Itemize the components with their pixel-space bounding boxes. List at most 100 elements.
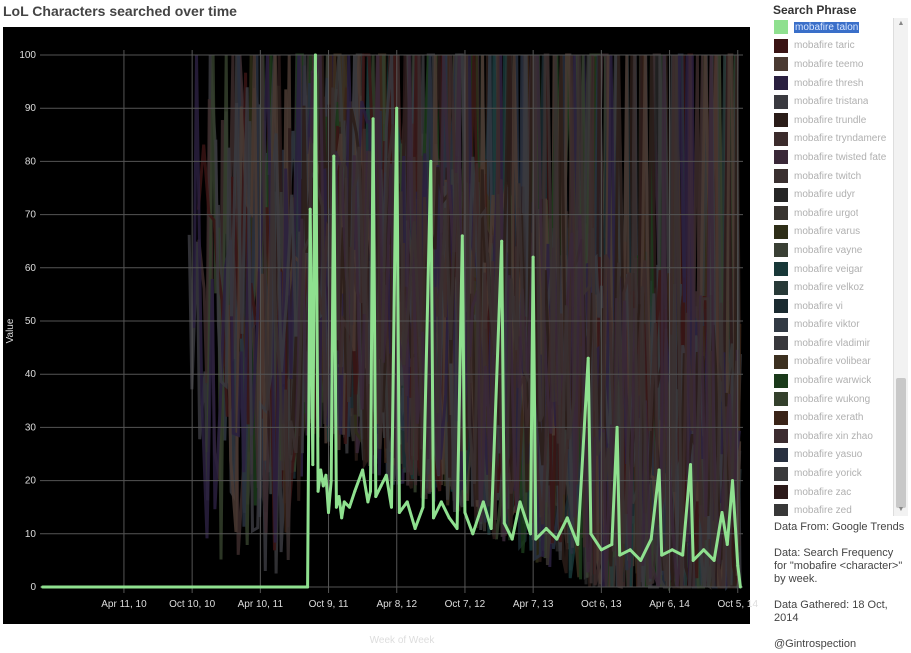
x-tick-label: Oct 6, 13 — [581, 599, 622, 610]
data-note: Data: Search Frequency for "mobafire <ch… — [774, 547, 903, 585]
data-point — [691, 558, 695, 562]
legend-item[interactable]: mobafire yorick — [772, 464, 892, 483]
data-point — [266, 585, 270, 589]
x-tick-label: Apr 11, 10 — [101, 599, 147, 610]
data-point — [143, 585, 147, 589]
data-point — [311, 463, 315, 467]
scroll-thumb[interactable] — [896, 378, 906, 508]
legend-item[interactable]: mobafire udyr — [772, 185, 892, 204]
legend-item-label: mobafire vladimir — [794, 337, 871, 349]
data-point — [353, 489, 357, 493]
data-point — [720, 511, 724, 515]
data-point — [586, 356, 590, 360]
series-line-talon — [42, 53, 742, 589]
legend-item-label: mobafire tryndamere — [794, 133, 887, 145]
data-point — [348, 505, 352, 509]
legend-item[interactable]: mobafire velkoz — [772, 278, 892, 297]
data-point — [374, 495, 378, 499]
x-tick-label: Apr 10, 11 — [238, 599, 284, 610]
data-point — [319, 468, 323, 472]
legend-list[interactable]: mobafire talon mobafire taric mobafire tee… — [772, 18, 892, 516]
legend-item[interactable]: mobafire xerath — [772, 408, 892, 427]
legend-swatch — [774, 169, 788, 184]
data-point — [502, 521, 506, 525]
legend-swatch — [774, 485, 788, 500]
data-point — [702, 548, 706, 552]
data-point — [327, 511, 331, 515]
legend-swatch — [774, 76, 788, 91]
data-point — [660, 553, 664, 557]
data-point — [534, 537, 538, 541]
data-point — [529, 532, 533, 536]
legend-item[interactable]: mobafire trundle — [772, 111, 892, 130]
y-tick-label: 90 — [25, 103, 37, 114]
legend-item[interactable]: mobafire tryndamere — [772, 130, 892, 149]
data-point — [361, 468, 365, 472]
legend-item[interactable]: mobafire zac — [772, 483, 892, 502]
data-point — [544, 526, 548, 530]
y-tick-label: 60 — [25, 263, 37, 274]
y-tick-label: 70 — [25, 210, 37, 221]
legend-item[interactable]: mobafire thresh — [772, 74, 892, 93]
legend-item[interactable]: mobafire tristana — [772, 92, 892, 111]
legend-item[interactable]: mobafire wukong — [772, 390, 892, 409]
legend-item-label: mobafire xerath — [794, 412, 864, 424]
legend-scrollbar[interactable]: ▲ ▼ — [893, 18, 908, 516]
data-point — [395, 106, 399, 110]
x-tick-label: Oct 10, 10 — [169, 599, 216, 610]
data-point — [405, 500, 409, 504]
legend-item[interactable]: mobafire viktor — [772, 316, 892, 335]
scroll-down-arrow-icon[interactable]: ▼ — [897, 506, 905, 513]
legend-item[interactable]: mobafire yasuo — [772, 446, 892, 465]
data-point — [390, 505, 393, 509]
legend-item[interactable]: mobafire volibear — [772, 353, 892, 372]
legend-item-label: mobafire teemo — [794, 58, 864, 70]
data-point — [681, 553, 685, 557]
data-point — [518, 500, 522, 504]
scroll-up-arrow-icon[interactable]: ▲ — [897, 20, 905, 27]
legend-swatch — [774, 206, 788, 221]
legend-item[interactable]: mobafire zed — [772, 501, 892, 516]
legend-item[interactable]: mobafire varus — [772, 223, 892, 242]
legend-swatch — [774, 317, 788, 332]
legend-item[interactable]: mobafire urgot — [772, 204, 892, 223]
y-tick-label: 50 — [25, 316, 37, 327]
data-point — [321, 484, 325, 488]
plot-area: 0 10 20 30 40 50 60 70 80 90 100 Apr 11, 10 Oct 10, … — [3, 27, 758, 624]
data-point — [316, 489, 320, 493]
legend-item[interactable]: mobafire xin zhao — [772, 427, 892, 446]
data-point — [689, 463, 693, 467]
legend-item[interactable]: mobafire vladimir — [772, 334, 892, 353]
legend-swatch — [774, 280, 788, 295]
legend-swatch — [774, 187, 788, 202]
data-point — [308, 207, 312, 211]
legend-item-label: mobafire veigar — [794, 263, 863, 275]
legend-item[interactable]: mobafire veigar — [772, 260, 892, 279]
legend-swatch — [774, 224, 788, 239]
legend-item[interactable]: mobafire talon — [772, 18, 892, 37]
legend-swatch — [774, 243, 788, 258]
legend-item[interactable]: mobafire twitch — [772, 167, 892, 186]
legend-item-label: mobafire twisted fate — [794, 151, 887, 163]
legend-swatch — [774, 38, 788, 53]
data-point — [576, 542, 580, 546]
y-tick-label: 0 — [30, 582, 36, 593]
author-note: @Gintrospection — [774, 638, 857, 650]
legend-item[interactable]: mobafire vayne — [772, 241, 892, 260]
data-point — [610, 542, 614, 546]
data-point — [481, 500, 485, 504]
legend-item[interactable]: mobafire warwick — [772, 371, 892, 390]
legend-item-label: mobafire velkoz — [794, 282, 865, 294]
legend-panel: Search Phrase mobafire talon mobafire tar… — [768, 0, 911, 516]
legend-item-label: mobafire varus — [794, 226, 861, 238]
legend-item[interactable]: mobafire vi — [772, 297, 892, 316]
legend-item-label: mobafire warwick — [794, 375, 872, 387]
data-point — [340, 516, 344, 520]
data-point — [324, 473, 328, 477]
legend-item[interactable]: mobafire teemo — [772, 55, 892, 74]
y-tick-label: 40 — [25, 369, 37, 380]
legend-item[interactable]: mobafire taric — [772, 37, 892, 56]
data-point — [649, 537, 653, 541]
x-tick-label: Apr 8, 12 — [376, 599, 417, 610]
legend-item[interactable]: mobafire twisted fate — [772, 148, 892, 167]
